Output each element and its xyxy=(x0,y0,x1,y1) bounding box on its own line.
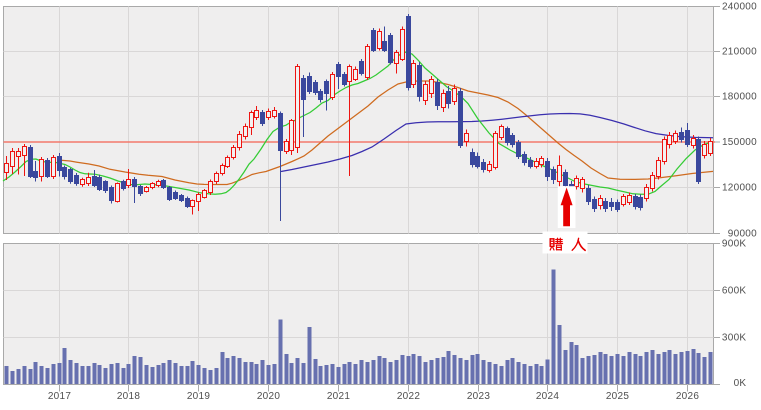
svg-text:2020: 2020 xyxy=(257,391,281,402)
svg-text:150000: 150000 xyxy=(722,137,757,148)
svg-text:2017: 2017 xyxy=(48,391,72,402)
svg-text:210000: 210000 xyxy=(722,46,757,57)
svg-text:900K: 900K xyxy=(722,238,747,249)
svg-text:2025: 2025 xyxy=(606,391,630,402)
svg-text:2019: 2019 xyxy=(187,391,211,402)
svg-text:300K: 300K xyxy=(722,332,747,343)
svg-text:600K: 600K xyxy=(722,285,747,296)
svg-text:240000: 240000 xyxy=(722,1,757,12)
svg-text:2018: 2018 xyxy=(117,391,141,402)
svg-text:90000: 90000 xyxy=(728,228,757,239)
svg-text:2023: 2023 xyxy=(467,391,491,402)
svg-text:120000: 120000 xyxy=(722,182,757,193)
svg-text:2026: 2026 xyxy=(676,391,700,402)
svg-text:180000: 180000 xyxy=(722,91,757,102)
svg-text:2021: 2021 xyxy=(327,391,351,402)
svg-text:2024: 2024 xyxy=(536,391,560,402)
svg-text:2022: 2022 xyxy=(397,391,421,402)
svg-text:0K: 0K xyxy=(734,378,747,389)
